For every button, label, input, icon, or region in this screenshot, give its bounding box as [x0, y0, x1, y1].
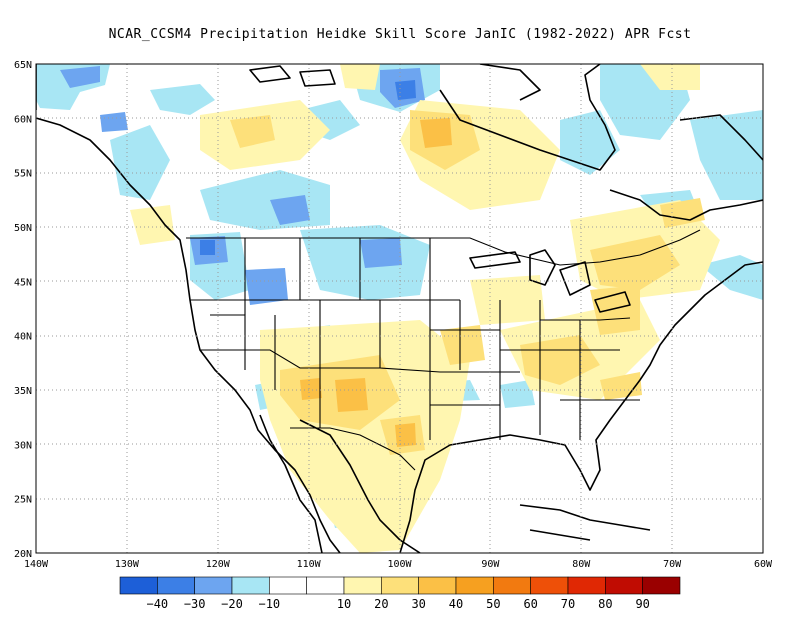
lon-tick-label: 80W — [572, 559, 591, 570]
gridlines — [36, 64, 763, 553]
lat-tick-label: 30N — [14, 440, 32, 451]
lat-tick-label: 40N — [14, 332, 32, 343]
lon-tick-label: 130W — [115, 559, 140, 570]
colorbar-swatch — [642, 576, 681, 595]
colorbar-label: 60 — [523, 597, 537, 611]
lat-tick-label: 55N — [14, 169, 32, 180]
colorbar-swatch — [231, 576, 270, 595]
colorbar-label: 10 — [337, 597, 351, 611]
lon-tick-label: 120W — [206, 559, 231, 570]
positive-skill-dark — [300, 118, 452, 447]
colorbar — [119, 576, 681, 595]
colorbar-swatch — [194, 576, 233, 595]
lon-tick-label: 90W — [481, 559, 500, 570]
longitude-labels: 140W 130W 120W 110W 100W 90W 80W 70W 60W — [24, 559, 773, 570]
colorbar-label: 20 — [374, 597, 388, 611]
colorbar-label: 70 — [561, 597, 575, 611]
lat-tick-label: 60N — [14, 114, 32, 125]
colorbar-swatch — [455, 576, 494, 595]
map-frame — [35, 63, 764, 554]
colorbar-swatch — [605, 576, 643, 595]
colorbar-label: −10 — [258, 597, 280, 611]
colorbar-label: 80 — [598, 597, 612, 611]
lon-tick-label: 140W — [24, 559, 49, 570]
colorbar-swatch — [530, 576, 569, 595]
lat-tick-label: 35N — [14, 386, 32, 397]
colorbar-label: 30 — [411, 597, 425, 611]
colorbar-swatch — [418, 576, 457, 595]
lat-tick-label: 25N — [14, 495, 32, 506]
colorbar-label: 50 — [486, 597, 500, 611]
colorbar-swatch — [567, 576, 606, 595]
colorbar-label: 40 — [449, 597, 463, 611]
colorbar-swatch — [343, 576, 382, 595]
map-title: NCAR_CCSM4 Precipitation Heidke Skill Sc… — [108, 27, 692, 42]
colorbar-swatch — [119, 576, 158, 595]
colorbar-label: −40 — [146, 597, 168, 611]
latitude-labels: 65N 60N 55N 50N 45N 40N 35N 30N 25N 20N — [14, 60, 32, 560]
lat-tick-label: 65N — [14, 60, 32, 71]
colorbar-label: −30 — [184, 597, 206, 611]
lon-tick-label: 100W — [387, 559, 412, 570]
lon-tick-label: 110W — [297, 559, 322, 570]
lon-tick-label: 60W — [754, 559, 773, 570]
colorbar-swatch — [381, 576, 419, 595]
colorbar-labels: −40 −30 −20 −10 10 20 30 40 50 60 70 80 90 — [146, 597, 649, 611]
lat-tick-label: 45N — [14, 277, 32, 288]
colorbar-swatch — [269, 576, 307, 595]
colorbar-swatch — [306, 576, 345, 595]
lat-tick-label: 20N — [14, 549, 32, 560]
lat-tick-label: 50N — [14, 223, 32, 234]
political-borders — [186, 229, 701, 471]
colorbar-label: −20 — [221, 597, 243, 611]
colorbar-swatch — [493, 576, 531, 595]
colorbar-swatch — [157, 576, 195, 595]
colorbar-label: 90 — [635, 597, 649, 611]
lon-tick-label: 70W — [663, 559, 682, 570]
negative-skill-light — [36, 64, 763, 528]
